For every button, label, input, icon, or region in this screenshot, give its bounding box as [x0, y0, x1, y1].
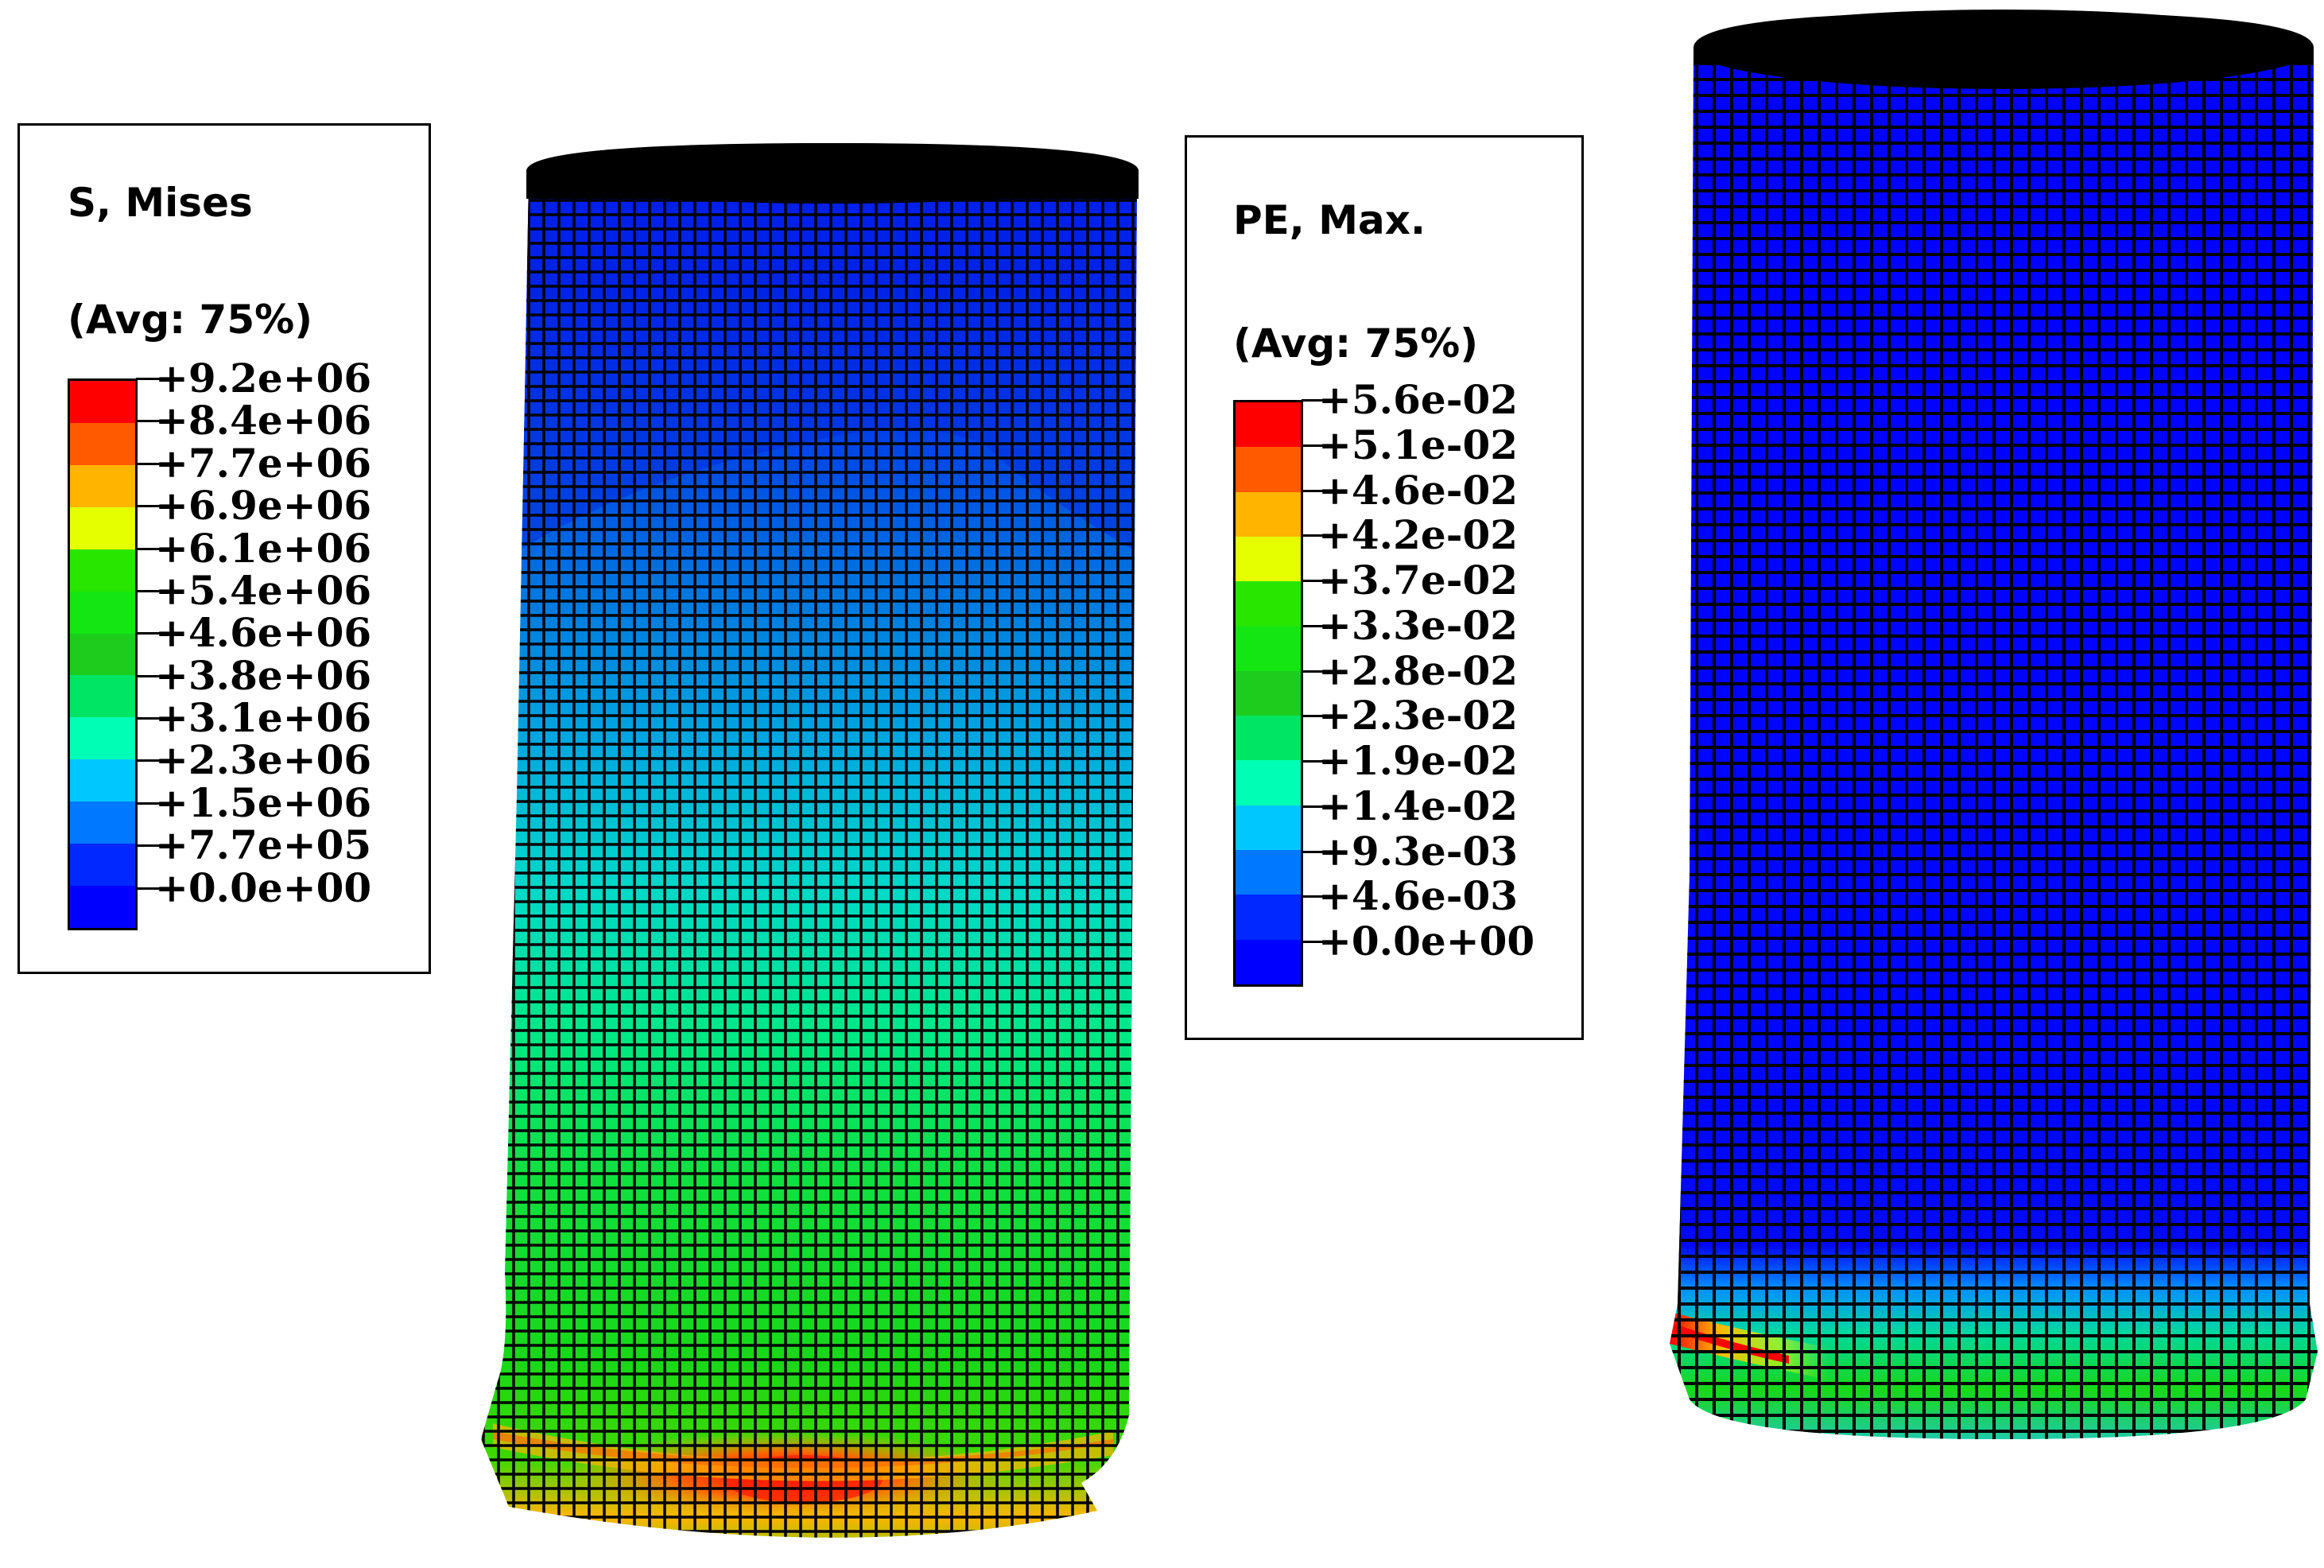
legend-tick: [136, 632, 160, 635]
legend-value-label: +3.3e-02: [1318, 601, 1519, 649]
legend-tick: [1302, 850, 1325, 853]
color-band: [70, 801, 135, 844]
legend-tick: [1302, 399, 1325, 402]
legend-value-label: +7.7e+05: [155, 821, 372, 869]
legend-tick: [1302, 805, 1325, 808]
legend-value-label: +7.7e+06: [155, 439, 372, 487]
legend-tick: [136, 801, 160, 805]
color-band: [1236, 670, 1301, 716]
left-cylinder-model: [481, 143, 1139, 1538]
color-band: [1236, 850, 1301, 895]
legend-value-label: +6.9e+06: [155, 482, 372, 530]
legend-value-label: +4.6e-03: [1318, 872, 1519, 920]
legend-value-label: +5.1e-02: [1318, 421, 1519, 468]
legend-value-label: +9.3e-03: [1318, 827, 1519, 875]
color-band: [1236, 626, 1301, 672]
legend-tick: [136, 759, 160, 763]
color-band: [70, 591, 135, 635]
color-band: [1236, 581, 1301, 627]
color-band: [1236, 805, 1301, 851]
legend-value-label: +1.5e+06: [155, 778, 372, 826]
legend-tick: [136, 420, 160, 423]
legend-value-label: +0.0e+00: [155, 864, 372, 911]
legend-value-label: +4.2e-02: [1318, 511, 1519, 559]
color-bar: [68, 378, 138, 930]
legend-value-label: +6.1e+06: [155, 524, 372, 572]
color-band: [1236, 402, 1301, 448]
legend-value-label: +1.4e-02: [1318, 782, 1519, 829]
color-band: [70, 422, 135, 466]
legend-tick: [1302, 534, 1325, 538]
color-bar: [1233, 400, 1303, 987]
legend-subtitle: (Avg: 75%): [68, 297, 313, 343]
legend-value-label: +4.6e-02: [1318, 466, 1519, 514]
color-band: [70, 381, 135, 424]
color-band: [1236, 939, 1301, 985]
legend-tick: [136, 505, 160, 508]
color-band: [70, 506, 135, 550]
color-band: [1236, 491, 1301, 538]
color-band: [70, 886, 135, 929]
color-band: [70, 464, 135, 508]
color-band: [1236, 760, 1301, 806]
legend-tick: [1302, 941, 1325, 944]
legend-value-label: +0.0e+00: [1318, 918, 1535, 965]
legend-tick: [1302, 760, 1325, 763]
legend-value-label: +3.1e+06: [155, 694, 372, 742]
legend-subtitle: (Avg: 75%): [1233, 320, 1479, 367]
right-cylinder-model: [1670, 10, 2318, 1439]
legend-value-label: +5.4e+06: [155, 566, 372, 614]
legend-tick: [1302, 489, 1325, 492]
color-band: [70, 844, 135, 887]
legend-title: S, Mises: [68, 180, 253, 226]
legend-tick: [136, 462, 160, 465]
legend-value-label: +5.6e-02: [1318, 376, 1519, 423]
legend-tick: [136, 589, 160, 592]
legend-tick: [1302, 670, 1325, 673]
legend-title: PE, Max.: [1233, 197, 1426, 243]
legend-value-label: +2.3e+06: [155, 736, 372, 784]
legend-value-label: +1.9e-02: [1318, 737, 1519, 785]
stress-legend: S, Mises (Avg: 75%) +9.2e+06 +8.4e+06 +7.7…: [17, 123, 431, 974]
legend-value-label: +4.6e+06: [155, 609, 372, 657]
legend-tick: [136, 717, 160, 720]
legend-tick: [136, 674, 160, 677]
color-band: [1236, 536, 1301, 582]
legend-value-label: +3.8e+06: [155, 651, 372, 699]
color-band: [70, 759, 135, 802]
color-band: [70, 717, 135, 760]
legend-tick: [136, 887, 160, 890]
color-band: [1236, 895, 1301, 941]
legend-tick: [1302, 580, 1325, 583]
legend-tick: [1302, 895, 1325, 898]
legend-tick: [1302, 624, 1325, 627]
legend-tick: [136, 378, 160, 380]
legend-tick: [1302, 444, 1325, 447]
strain-legend: PE, Max. (Avg: 75%) +5.6e-02 +5.1e-02 +4.6…: [1185, 135, 1584, 1040]
color-band: [1236, 447, 1301, 493]
legend-tick: [1302, 715, 1325, 718]
color-band: [70, 549, 135, 592]
color-band: [70, 675, 135, 718]
legend-value-label: +9.2e+06: [155, 355, 372, 402]
legend-tick: [136, 844, 160, 848]
legend-value-label: +2.3e-02: [1318, 692, 1519, 739]
legend-value-label: +8.4e+06: [155, 397, 372, 444]
legend-tick: [136, 547, 160, 550]
legend-value-label: +3.7e-02: [1318, 557, 1519, 604]
legend-value-label: +2.8e-02: [1318, 646, 1519, 694]
color-band: [70, 633, 135, 676]
color-band: [1236, 716, 1301, 761]
